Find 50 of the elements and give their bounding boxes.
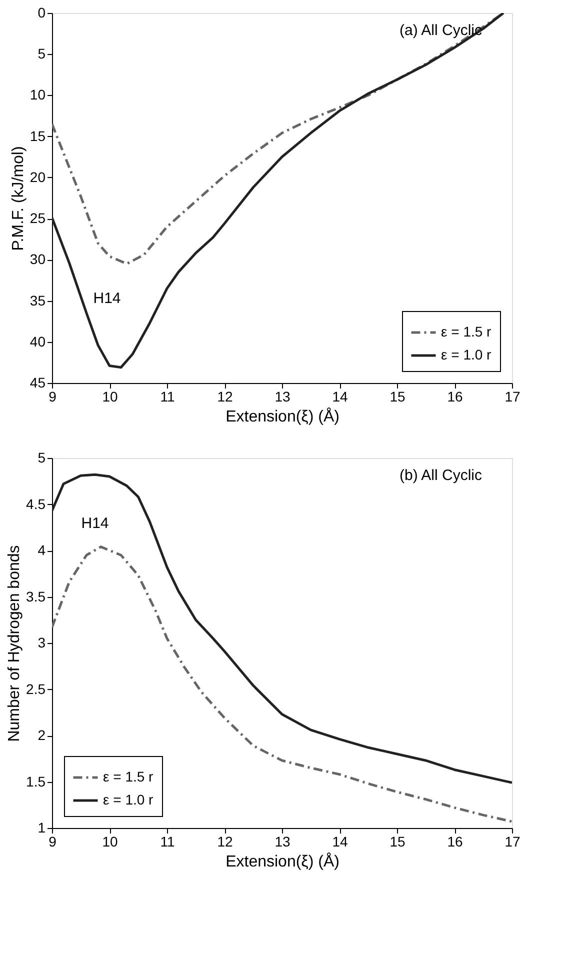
- x-tick-label: 10: [102, 388, 118, 404]
- y-tick-label: 10: [30, 86, 46, 103]
- annotation: H14: [93, 290, 121, 307]
- y-tick-label: 3.5: [26, 588, 46, 604]
- legend-label: ε = 1.0 r: [441, 346, 492, 362]
- x-tick-label: 10: [102, 834, 118, 850]
- y-axis-title: P.M.F. (kJ/mol): [10, 146, 27, 251]
- y-tick-label: 3: [38, 634, 46, 650]
- y-axis-title: Number of Hydrogen bonds: [6, 545, 24, 742]
- y-tick-label: 1: [38, 820, 46, 836]
- y-tick-label: 30: [30, 251, 46, 268]
- y-tick-label: 0: [38, 4, 46, 20]
- x-tick-label: 12: [217, 388, 233, 404]
- legend-label: ε = 1.0 r: [103, 792, 154, 808]
- y-tick-label: 25: [30, 210, 46, 226]
- y-tick-label: 40: [30, 333, 46, 350]
- x-tick-label: 13: [274, 388, 290, 404]
- x-tick-label: 15: [390, 388, 406, 404]
- x-tick-label: 9: [48, 388, 57, 404]
- x-tick-label: 16: [447, 388, 463, 404]
- x-tick-label: 13: [274, 834, 290, 850]
- y-tick-label: 15: [30, 128, 46, 144]
- annotation: H14: [81, 515, 109, 532]
- x-tick-label: 17: [504, 834, 520, 850]
- y-tick-label: 45: [30, 374, 46, 390]
- y-tick-label: 2.5: [26, 680, 46, 697]
- line-series: [52, 13, 505, 369]
- x-tick-label: 14: [332, 388, 348, 404]
- y-tick-label: 2: [38, 727, 46, 743]
- x-axis-title: Extension(ξ) (Å): [226, 852, 340, 870]
- y-tick-label: 5: [38, 46, 46, 62]
- legend-label: ε = 1.5 r: [103, 768, 154, 784]
- x-axis-title: Extension(ξ) (Å): [226, 408, 340, 426]
- line-series: [52, 546, 512, 823]
- x-tick-label: 15: [390, 834, 406, 850]
- x-tick-label: 12: [217, 834, 233, 850]
- annotation: (b) All Cyclic: [399, 467, 482, 484]
- x-tick-label: 16: [447, 834, 463, 850]
- y-tick-label: 1.5: [26, 773, 46, 790]
- x-tick-label: 11: [160, 388, 175, 404]
- x-tick-label: 11: [160, 834, 175, 850]
- x-tick-label: 17: [504, 388, 520, 404]
- x-tick-label: 9: [48, 834, 57, 850]
- x-tick-label: 14: [332, 834, 348, 850]
- y-tick-label: 4: [38, 542, 46, 558]
- y-tick-label: 5: [38, 450, 46, 466]
- legend-label: ε = 1.5 r: [441, 324, 492, 340]
- y-tick-label: 35: [30, 292, 46, 308]
- y-tick-label: 20: [30, 168, 46, 185]
- y-tick-label: 4.5: [26, 496, 46, 512]
